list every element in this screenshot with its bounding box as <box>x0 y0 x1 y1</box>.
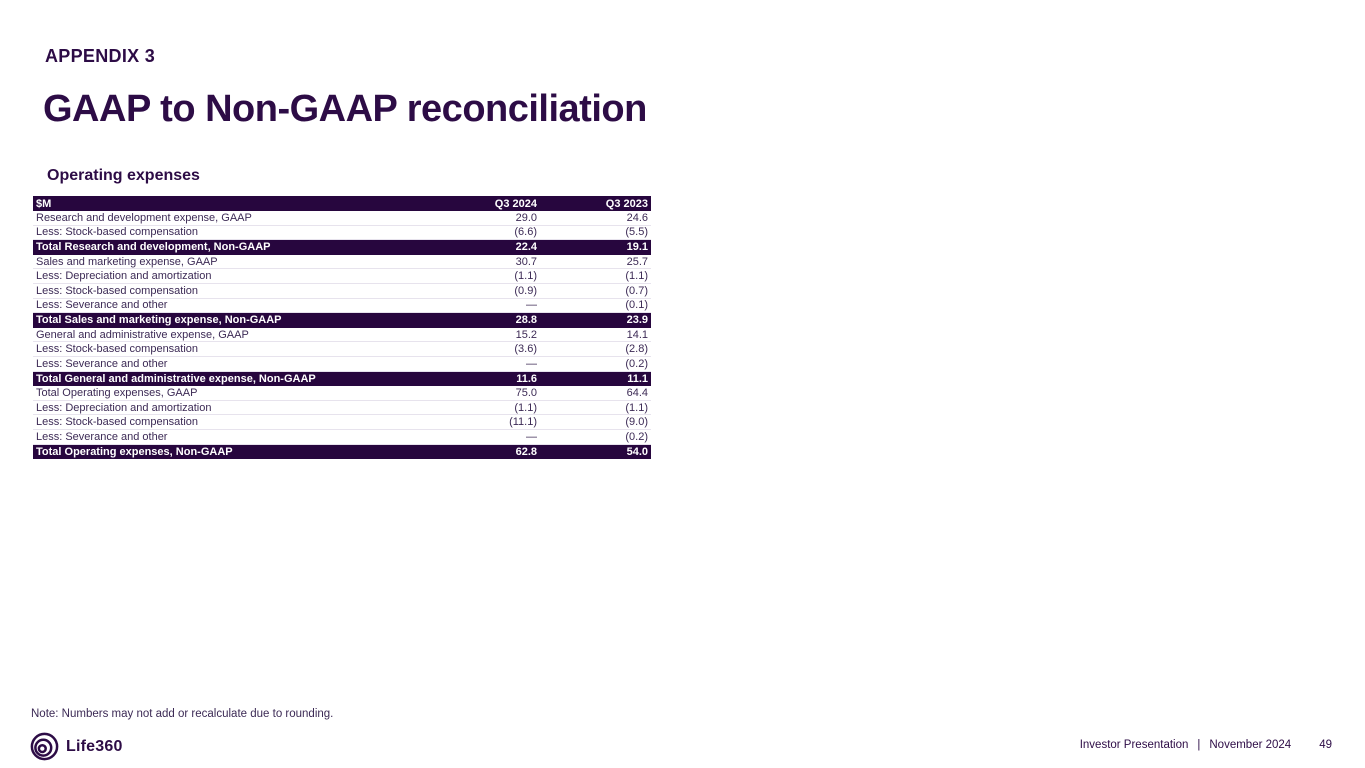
cell-q3-2024: 28.8 <box>515 314 537 327</box>
cell-q3-2023: 54.0 <box>626 445 648 458</box>
row-label: Total Research and development, Non-GAAP <box>36 241 271 254</box>
cell-q3-2023: (0.2) <box>625 357 648 370</box>
cell-q3-2023: (5.5) <box>625 226 648 239</box>
row-label: Total General and administrative expense… <box>36 372 316 385</box>
cell-q3-2024: (1.1) <box>514 401 537 414</box>
cell-q3-2024: (1.1) <box>514 270 537 283</box>
row-label: Less: Severance and other <box>36 430 168 443</box>
table-row: Research and development expense, GAAP 2… <box>33 211 651 226</box>
life360-logo-text: Life360 <box>66 737 123 755</box>
rounding-note: Note: Numbers may not add or recalculate… <box>31 708 334 720</box>
appendix-label: APPENDIX 3 <box>45 46 156 66</box>
row-label: Less: Stock-based compensation <box>36 416 199 429</box>
cell-q3-2024: — <box>526 357 537 370</box>
row-label: Total Sales and marketing expense, Non-G… <box>36 314 282 327</box>
cell-q3-2024: (0.9) <box>514 284 537 297</box>
cell-q3-2023: 11.1 <box>627 372 648 385</box>
row-label: Less: Severance and other <box>36 357 168 370</box>
cell-q3-2024: 22.4 <box>515 241 537 254</box>
cell-q3-2023: (0.7) <box>625 284 648 297</box>
table-header-row: $M Q3 2024 Q3 2023 <box>33 196 651 211</box>
table-row: Less: Stock-based compensation (0.9) (0.… <box>33 283 651 299</box>
cell-q3-2024: — <box>526 430 537 443</box>
row-label: Less: Depreciation and amortization <box>36 270 212 283</box>
table-row: General and administrative expense, GAAP… <box>33 327 651 343</box>
cell-q3-2024: (3.6) <box>514 343 537 356</box>
cell-q3-2024: 62.8 <box>515 445 537 458</box>
cell-q3-2024: 11.6 <box>516 372 537 385</box>
row-label: Less: Depreciation and amortization <box>36 401 212 414</box>
table-row: Less: Depreciation and amortization (1.1… <box>33 400 651 416</box>
cell-q3-2023: 24.6 <box>626 211 648 224</box>
footer-presentation-label: Investor Presentation <box>1079 739 1189 751</box>
cell-q3-2024: 15.2 <box>515 328 537 341</box>
cell-q3-2023: 64.4 <box>626 386 648 399</box>
cell-q3-2023: 19.1 <box>626 241 648 254</box>
cell-q3-2023: 25.7 <box>626 255 648 268</box>
table-row: Total General and administrative expense… <box>33 371 651 387</box>
cell-q3-2024: 30.7 <box>515 255 537 268</box>
column-header-q3-2024: Q3 2024 <box>494 197 537 210</box>
cell-q3-2023: (9.0) <box>625 416 648 429</box>
page-number: 49 <box>1319 739 1332 751</box>
row-label: Less: Stock-based compensation <box>36 343 199 356</box>
cell-q3-2023: 23.9 <box>626 314 648 327</box>
table-row: Less: Stock-based compensation (3.6) (2.… <box>33 342 651 357</box>
row-label: Less: Stock-based compensation <box>36 226 199 239</box>
row-label: Total Operating expenses, GAAP <box>36 386 198 399</box>
cell-q3-2024: — <box>526 299 537 312</box>
row-label: General and administrative expense, GAAP <box>36 328 249 341</box>
column-header-q3-2023: Q3 2023 <box>605 197 648 210</box>
table-row: Less: Severance and other — (0.2) <box>33 429 651 445</box>
footer-separator: | <box>1197 739 1201 751</box>
column-header-metric: $M <box>36 197 52 210</box>
cell-q3-2023: (0.1) <box>625 299 648 312</box>
cell-q3-2023: (0.2) <box>625 430 648 443</box>
operating-expenses-table: $M Q3 2024 Q3 2023 Research and developm… <box>33 196 651 460</box>
table-row: Total Research and development, Non-GAAP… <box>33 240 651 255</box>
footer-meta: Investor Presentation | November 2024 49 <box>1080 739 1332 751</box>
page-title: GAAP to Non-GAAP reconciliation <box>43 88 647 130</box>
table-body: Research and development expense, GAAP 2… <box>33 211 651 460</box>
table-row: Less: Severance and other — (0.1) <box>33 298 651 314</box>
section-title: Operating expenses <box>47 167 200 184</box>
cell-q3-2023: (2.8) <box>625 343 648 356</box>
table-row: Total Operating expenses, Non-GAAP 62.8 … <box>33 444 651 460</box>
table-row: Less: Depreciation and amortization (1.1… <box>33 269 651 284</box>
table-row: Less: Stock-based compensation (6.6) (5.… <box>33 225 651 241</box>
table-row: Total Operating expenses, GAAP 75.0 64.4 <box>33 386 651 401</box>
row-label: Less: Severance and other <box>36 299 168 312</box>
row-label: Sales and marketing expense, GAAP <box>36 255 218 268</box>
row-label: Total Operating expenses, Non-GAAP <box>36 445 233 458</box>
life360-logo: Life360 <box>30 732 123 761</box>
life360-logo-icon <box>30 732 59 761</box>
cell-q3-2023: (1.1) <box>625 401 648 414</box>
table-row: Total Sales and marketing expense, Non-G… <box>33 313 651 328</box>
cell-q3-2023: 14.1 <box>626 328 648 341</box>
cell-q3-2024: (6.6) <box>514 226 537 239</box>
cell-q3-2024: (11.1) <box>509 416 537 429</box>
footer-date: November 2024 <box>1209 739 1292 751</box>
table-row: Less: Stock-based compensation (11.1) (9… <box>33 415 651 430</box>
cell-q3-2023: (1.1) <box>625 270 648 283</box>
table-row: Less: Severance and other — (0.2) <box>33 356 651 372</box>
cell-q3-2024: 29.0 <box>515 211 537 224</box>
table-row: Sales and marketing expense, GAAP 30.7 2… <box>33 254 651 270</box>
row-label: Less: Stock-based compensation <box>36 284 199 297</box>
row-label: Research and development expense, GAAP <box>36 211 252 224</box>
cell-q3-2024: 75.0 <box>515 386 537 399</box>
